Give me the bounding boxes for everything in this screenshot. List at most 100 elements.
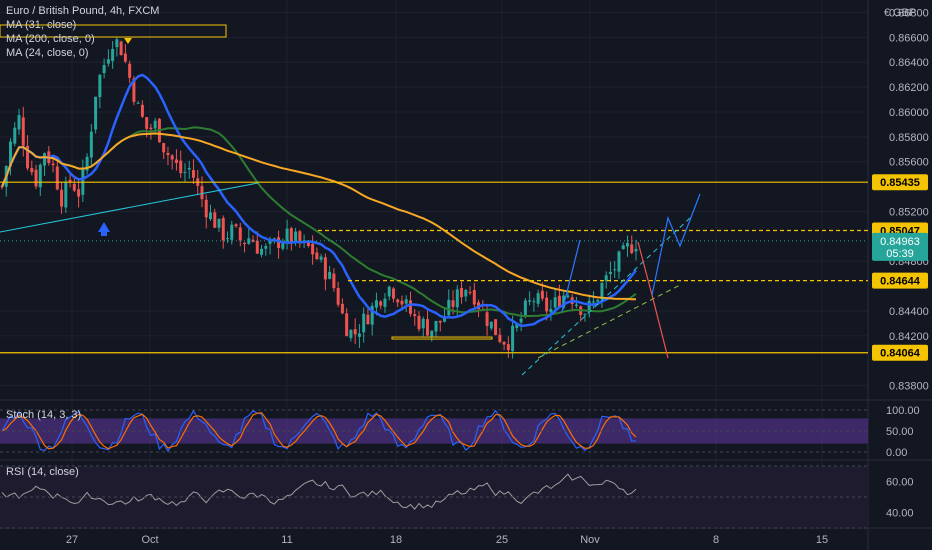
candle-body — [506, 344, 510, 351]
time-tick-label: 18 — [390, 534, 402, 546]
candle-body — [102, 65, 106, 73]
candle-body — [13, 127, 17, 144]
time-tick-label: Oct — [141, 534, 158, 546]
ma-24-label: MA (24, close, 0) — [6, 47, 89, 59]
annotation-box — [0, 24, 227, 38]
candle-body — [485, 312, 489, 326]
candle-body — [128, 63, 132, 78]
candle-body — [596, 299, 600, 302]
stoch-k-line — [1, 409, 637, 453]
candle-body — [345, 313, 349, 337]
rsi-tick-label: 60.00 — [886, 477, 914, 489]
candle-body — [574, 304, 578, 307]
price-tick-label: 0.85800 — [889, 132, 929, 144]
stoch-tick-label: 50.00 — [886, 426, 914, 438]
candle-body — [438, 320, 442, 323]
candle-body — [72, 183, 76, 191]
candle-body — [119, 41, 123, 56]
candle-body — [379, 301, 383, 306]
candle-body — [421, 318, 425, 329]
candle-body — [472, 289, 476, 305]
candle-body — [149, 127, 153, 130]
level-low1-tag: 0.84644 — [880, 276, 921, 288]
candle-body — [208, 212, 212, 220]
candle-body — [553, 297, 557, 308]
symbol-title: Euro / British Pound, 4h, FXCM — [6, 5, 160, 17]
main-legend: Euro / British Pound, 4h, FXCM MA (31, c… — [6, 4, 159, 60]
candle-body — [255, 240, 259, 254]
candle-body — [408, 300, 412, 314]
up-arrow-marker — [98, 222, 110, 236]
candle-body — [281, 242, 285, 249]
candle-body — [494, 319, 498, 336]
candle-body — [515, 323, 519, 329]
candle-body — [17, 115, 21, 130]
candle-body — [221, 218, 225, 241]
candle-body — [183, 171, 187, 173]
candle-body — [51, 163, 55, 166]
candle-body — [532, 301, 536, 303]
candle-body — [55, 166, 59, 190]
candle-body — [132, 78, 136, 102]
candle-body — [306, 241, 310, 246]
time-tick-label: 25 — [496, 534, 508, 546]
candle-body — [549, 308, 553, 313]
rsi-label: RSI (14, close) — [6, 466, 79, 478]
candle-body — [540, 290, 544, 299]
candle-body — [298, 231, 302, 244]
candle-body — [328, 271, 332, 279]
candle-body — [319, 256, 323, 260]
candle-body — [455, 289, 459, 308]
candle-body — [64, 181, 68, 208]
ma-31-label: MA (31, close) — [6, 19, 77, 31]
candle-body — [111, 48, 115, 62]
countdown-label: 05:39 — [886, 248, 914, 260]
candle-body — [98, 74, 102, 98]
candle-body — [323, 257, 327, 280]
candle-body — [179, 160, 183, 174]
candle-body — [430, 330, 434, 337]
candle-body — [243, 242, 247, 244]
candle-body — [277, 237, 281, 249]
candle-body — [523, 300, 527, 317]
candle-body — [387, 286, 391, 297]
candle-body — [519, 318, 523, 323]
candle-body — [9, 141, 13, 167]
candle-body — [234, 224, 238, 227]
ma-24-line — [0, 73, 637, 328]
candle-body — [468, 292, 472, 294]
candle-body — [60, 189, 64, 207]
stoch-tick-label: 100.00 — [886, 405, 920, 417]
candle-body — [634, 248, 638, 252]
time-tick-label: 11 — [281, 534, 292, 546]
candle-body — [68, 179, 72, 183]
price-tick-label: 0.85600 — [889, 157, 929, 169]
range-box — [391, 336, 493, 340]
time-tick-label: 8 — [713, 534, 719, 546]
candle-body — [268, 241, 272, 244]
rsi-line — [1, 473, 637, 510]
candle-body — [26, 145, 30, 169]
candle-body — [311, 243, 315, 255]
candle-body — [566, 295, 570, 297]
level-low2-tag-bg — [872, 344, 928, 361]
candle-body — [536, 293, 540, 304]
candle-body — [464, 289, 468, 297]
candle-body — [315, 252, 319, 260]
candles — [0, 36, 638, 359]
candle-body — [238, 227, 242, 241]
candle-body — [353, 329, 357, 335]
price-tick-label: 0.86400 — [889, 57, 929, 69]
candle-body — [230, 224, 234, 240]
candle-body — [294, 231, 298, 243]
candle-body — [289, 228, 293, 243]
candle-body — [528, 300, 532, 302]
candle-body — [140, 104, 144, 117]
candle-body — [366, 314, 370, 325]
candle-body — [336, 288, 340, 305]
candle-body — [426, 319, 430, 336]
candle-body — [332, 273, 336, 289]
candle-body — [187, 167, 191, 170]
candle-body — [587, 300, 591, 312]
